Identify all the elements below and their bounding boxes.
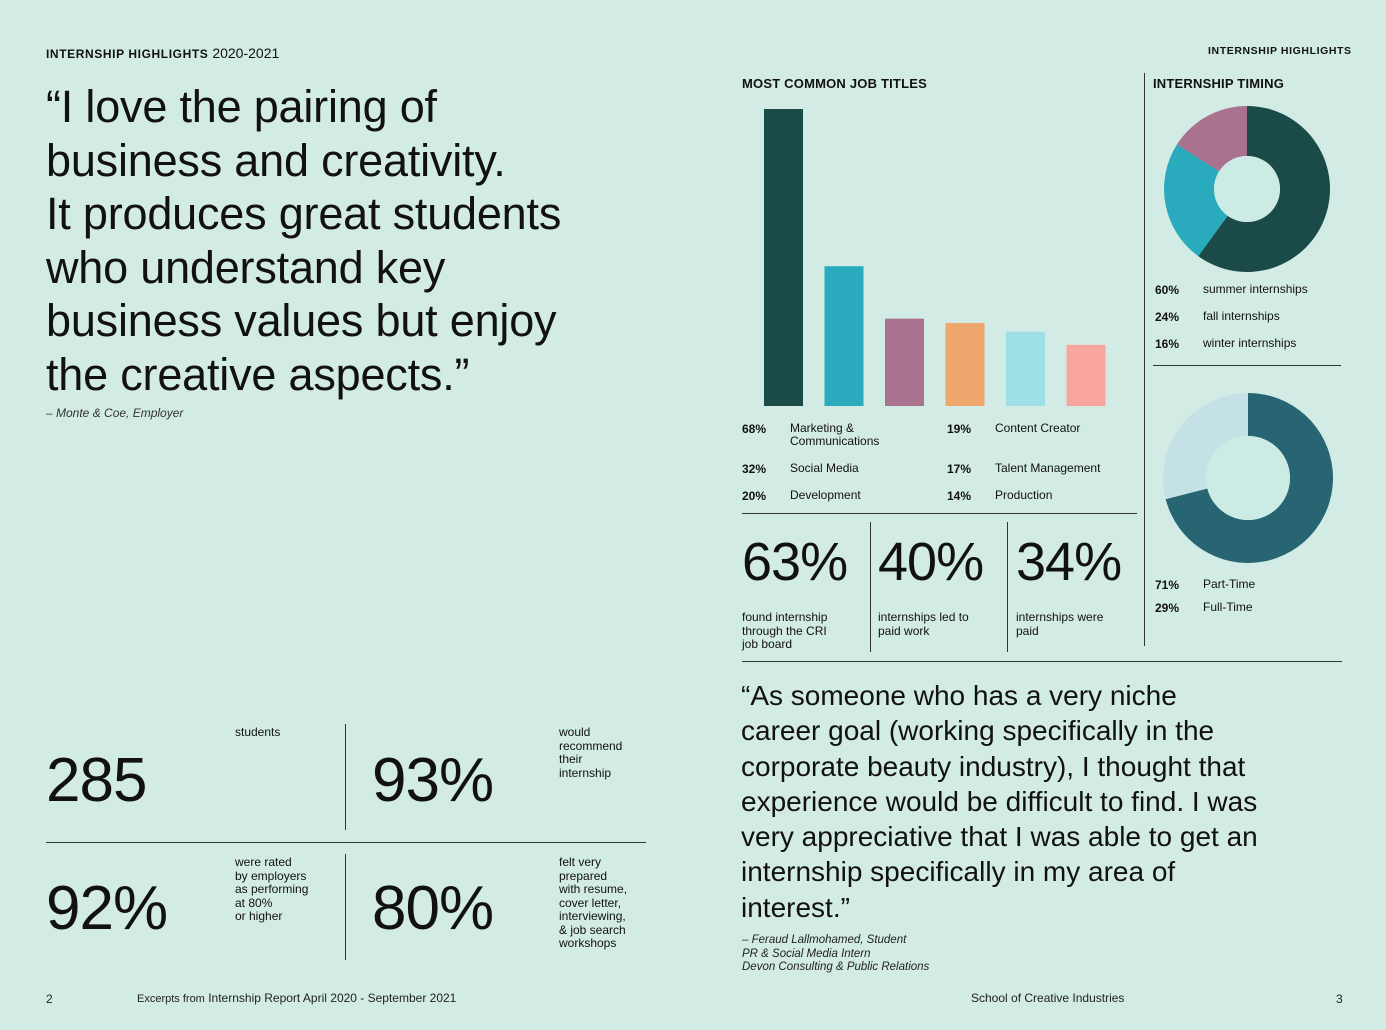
job-label: Production [995, 488, 1053, 502]
right-footer: School of Creative Industries [971, 991, 1125, 1005]
divider [1007, 522, 1008, 652]
employer-quote-attribution: – Monte & Coe, Employer [46, 406, 184, 420]
header-year: 2020-2021 [212, 45, 280, 61]
divider [345, 854, 346, 960]
job-label: Talent Management [995, 461, 1101, 475]
stat-rated-caption: were rated by employers as performing at… [235, 855, 309, 923]
timing-label: winter internships [1203, 336, 1297, 350]
worktype-pct: 71% [1155, 578, 1180, 592]
donut-slice-0 [1165, 393, 1333, 563]
stat-paid-caption: internships were paid [1016, 610, 1104, 638]
job-label: Social Media [790, 461, 859, 475]
timing-label: fall internships [1203, 309, 1280, 323]
stat-recommend-caption: would recommend their internship [559, 725, 623, 780]
student-quote: “As someone who has a very niche career … [741, 678, 1361, 925]
quote-line: who understand key [46, 241, 446, 293]
left-page-header: INTERNSHIP HIGHLIGHTS 2020-2021 [46, 45, 279, 61]
student-quote-attribution: – Feraud Lallmohamed, Student PR & Socia… [742, 934, 930, 973]
right-page-header: INTERNSHIP HIGHLIGHTS [1208, 45, 1352, 57]
right-page-number: 3 [1336, 992, 1343, 1006]
job-pct: 17% [947, 462, 972, 476]
stat-rated-value: 92% [46, 874, 168, 943]
job-label: Development [790, 488, 861, 502]
quote-line: interest.” [741, 891, 850, 923]
timing-donut-chart [1164, 106, 1330, 272]
timing-title: INTERNSHIP TIMING [1153, 76, 1285, 91]
quote-line: It produces great students [46, 188, 562, 239]
left-footer: Excerpts from Internship Report April 20… [137, 991, 457, 1005]
donut-slice-0 [1198, 106, 1330, 272]
timing-pct: 60% [1155, 283, 1180, 297]
timing-label: summer internships [1203, 282, 1308, 296]
quote-line: corporate beauty industry), I thought th… [741, 750, 1246, 782]
job-pct: 20% [742, 489, 767, 503]
worktype-donut-chart [1163, 393, 1333, 563]
job-pct: 68% [742, 422, 767, 436]
job-titles-bar-chart [764, 109, 1106, 406]
stat-jobboard-caption: found internship through the CRI job boa… [742, 610, 828, 651]
bar-0 [764, 109, 803, 406]
stat-students-caption: students [235, 725, 281, 739]
stat-prepared-caption: felt very prepared with resume, cover le… [559, 855, 628, 950]
quote-line: internship specifically in my area of [741, 856, 1176, 888]
divider [742, 513, 1137, 514]
donut-slice-1 [1163, 393, 1248, 500]
quote-line: the creative aspects.” [46, 348, 470, 400]
donut-slice-1 [1164, 144, 1228, 257]
stat-prepared-value: 80% [372, 874, 494, 943]
worktype-label: Part-Time [1203, 577, 1256, 591]
bar-4 [1006, 331, 1045, 406]
quote-line: very appreciative that I was able to get… [741, 821, 1258, 853]
worktype-pct: 29% [1155, 601, 1180, 615]
divider [46, 842, 646, 843]
worktype-label: Full-Time [1203, 600, 1253, 614]
job-pct: 32% [742, 462, 767, 476]
quote-line: business and creativity. [46, 134, 506, 186]
stat-paidwork-value: 40% [878, 532, 984, 592]
bar-2 [885, 318, 924, 406]
bar-1 [824, 266, 864, 406]
job-pct: 14% [947, 489, 972, 503]
job-label: Marketing & Communications [790, 421, 880, 448]
quote-line: “I love the pairing of [46, 81, 437, 132]
left-page-number: 2 [46, 992, 53, 1006]
stat-students-value: 285 [46, 746, 147, 815]
bar-5 [1066, 344, 1106, 406]
job-pct: 19% [947, 422, 972, 436]
quote-line: “As someone who has a very niche [741, 680, 1177, 711]
divider [345, 724, 346, 830]
divider [1153, 365, 1341, 366]
job-titles-title: MOST COMMON JOB TITLES [742, 76, 927, 91]
stat-paid-value: 34% [1016, 532, 1122, 592]
divider [742, 661, 1342, 662]
bar-3 [945, 323, 985, 406]
donut-slice-2 [1176, 106, 1247, 172]
divider [870, 522, 871, 652]
quote-line: experience would be difficult to find. I… [741, 785, 1258, 817]
timing-pct: 24% [1155, 310, 1180, 324]
timing-pct: 16% [1155, 337, 1180, 351]
job-label: Content Creator [995, 421, 1081, 435]
quote-line: career goal (working specifically in the [741, 715, 1215, 747]
stat-paidwork-caption: internships led to paid work [878, 610, 969, 638]
employer-quote: “I love the pairing of business and crea… [46, 80, 666, 401]
divider [1144, 73, 1145, 646]
header-label: INTERNSHIP HIGHLIGHTS [46, 47, 209, 61]
stat-jobboard-value: 63% [742, 532, 848, 592]
quote-line: business values but enjoy [46, 295, 557, 346]
stat-recommend-value: 93% [372, 746, 494, 815]
